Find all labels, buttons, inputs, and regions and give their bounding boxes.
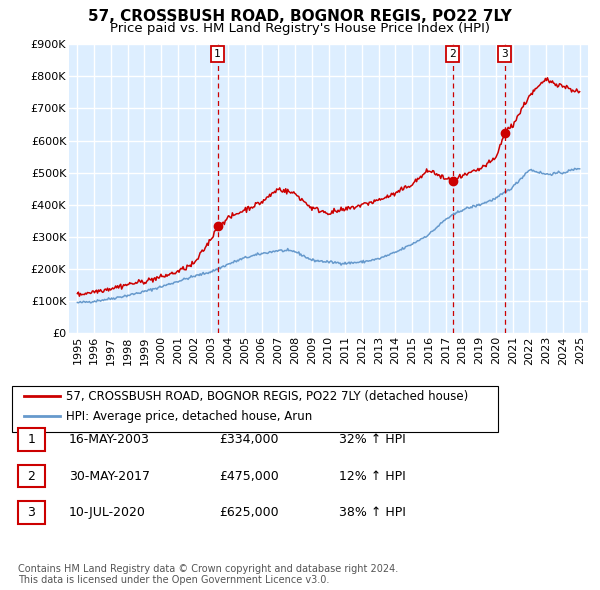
Text: 38% ↑ HPI: 38% ↑ HPI	[339, 506, 406, 519]
Text: 57, CROSSBUSH ROAD, BOGNOR REGIS, PO22 7LY: 57, CROSSBUSH ROAD, BOGNOR REGIS, PO22 7…	[88, 9, 512, 24]
Text: 1: 1	[28, 433, 35, 446]
Text: £475,000: £475,000	[219, 470, 279, 483]
Text: 3: 3	[501, 49, 508, 59]
Text: 12% ↑ HPI: 12% ↑ HPI	[339, 470, 406, 483]
Text: HPI: Average price, detached house, Arun: HPI: Average price, detached house, Arun	[66, 409, 312, 423]
Text: 1: 1	[214, 49, 221, 59]
Text: 16-MAY-2003: 16-MAY-2003	[69, 433, 150, 446]
Text: 3: 3	[28, 506, 35, 519]
Text: Price paid vs. HM Land Registry's House Price Index (HPI): Price paid vs. HM Land Registry's House …	[110, 22, 490, 35]
Text: 2: 2	[449, 49, 456, 59]
Text: £625,000: £625,000	[219, 506, 278, 519]
Text: 32% ↑ HPI: 32% ↑ HPI	[339, 433, 406, 446]
Text: 57, CROSSBUSH ROAD, BOGNOR REGIS, PO22 7LY (detached house): 57, CROSSBUSH ROAD, BOGNOR REGIS, PO22 7…	[66, 389, 468, 403]
Text: 10-JUL-2020: 10-JUL-2020	[69, 506, 146, 519]
Text: Contains HM Land Registry data © Crown copyright and database right 2024.
This d: Contains HM Land Registry data © Crown c…	[18, 563, 398, 585]
Text: £334,000: £334,000	[219, 433, 278, 446]
Text: 30-MAY-2017: 30-MAY-2017	[69, 470, 150, 483]
Text: 2: 2	[28, 470, 35, 483]
